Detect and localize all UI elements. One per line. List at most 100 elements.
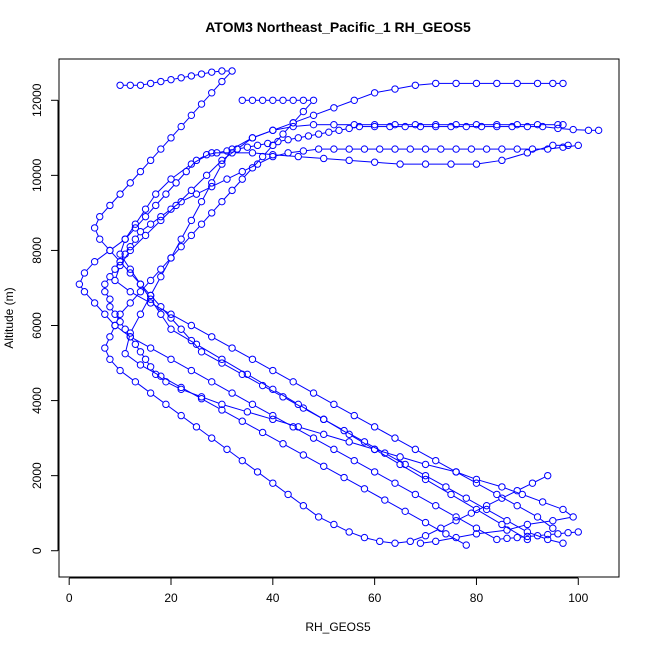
- data-point: [564, 141, 572, 150]
- y-tick-label: 4000: [30, 387, 44, 414]
- data-point: [544, 145, 552, 153]
- series-line-segment: [193, 371, 210, 381]
- series-line-segment: [199, 155, 205, 160]
- series-line-segment: [479, 529, 504, 534]
- series-line-segment: [352, 160, 372, 163]
- data-point: [116, 250, 124, 258]
- data-point: [472, 479, 481, 487]
- series-line-segment: [489, 510, 505, 520]
- series-line-segment: [121, 305, 129, 313]
- series-line-segment: [504, 487, 520, 494]
- data-point: [472, 120, 481, 129]
- series-line-segment: [438, 461, 454, 471]
- data-point: [482, 145, 491, 153]
- data-point: [386, 122, 394, 131]
- data-point: [223, 147, 231, 155]
- data-point: [401, 122, 409, 131]
- data-point: [421, 160, 430, 168]
- series-line-segment: [423, 541, 433, 544]
- data-point: [498, 145, 506, 153]
- series-line-segment: [111, 252, 119, 260]
- series-line-segment: [233, 181, 241, 189]
- series-line-segment: [453, 495, 474, 509]
- data-point: [299, 501, 308, 510]
- data-point: [146, 389, 155, 397]
- series-line-segment: [146, 196, 155, 207]
- data-point: [538, 122, 547, 131]
- series-line-segment: [95, 219, 99, 226]
- series-line-segment: [204, 399, 220, 409]
- series-line-segment: [291, 137, 296, 140]
- data-point: [136, 167, 145, 176]
- data-point: [238, 167, 246, 176]
- series-line-segment: [182, 237, 190, 245]
- data-point: [452, 79, 460, 88]
- data-point: [136, 81, 145, 89]
- series-line-segment: [295, 427, 311, 438]
- data-point: [269, 96, 277, 104]
- data-point: [396, 453, 404, 461]
- series-line-segment: [132, 173, 139, 181]
- chart-title: ATOM3 Northeast_Pacific_1 RH_GEOS5: [205, 19, 471, 35]
- series-line-segment: [478, 510, 500, 524]
- series-line-segment: [382, 541, 392, 544]
- series-line-segment: [336, 405, 352, 415]
- data-point: [503, 516, 511, 525]
- data-point: [406, 145, 414, 153]
- series-line-segment: [188, 162, 195, 170]
- data-point: [493, 122, 501, 131]
- data-point: [309, 434, 318, 442]
- data-point: [309, 111, 318, 120]
- series-line-segment: [173, 330, 194, 344]
- series-line-segment: [274, 136, 282, 144]
- data-point: [370, 89, 379, 97]
- data-point: [299, 451, 308, 459]
- series-line-segment: [219, 151, 224, 153]
- series-line-segment: [519, 484, 530, 490]
- data-point: [136, 288, 145, 296]
- data-point: [208, 378, 216, 386]
- series-line-segment: [223, 192, 231, 200]
- data-point: [269, 141, 277, 150]
- data-point: [162, 190, 170, 198]
- data-point: [90, 257, 99, 266]
- data-point: [106, 246, 114, 255]
- series-line-segment: [204, 352, 220, 362]
- series-line-segment: [275, 371, 291, 381]
- data-point: [101, 288, 109, 296]
- series-line-segment: [407, 512, 423, 522]
- data-point: [167, 325, 175, 333]
- series-line-segment: [163, 79, 168, 82]
- series-line-segment: [214, 180, 225, 186]
- data-point: [238, 417, 246, 425]
- series-line-segment: [458, 472, 474, 479]
- series-line-segment: [178, 192, 190, 204]
- series-line-segment: [142, 225, 149, 231]
- data-point: [279, 440, 287, 448]
- data-point: [223, 445, 231, 454]
- series-line-segment: [105, 350, 110, 357]
- data-point: [376, 537, 384, 546]
- data-point: [279, 393, 287, 401]
- data-point: [330, 145, 338, 153]
- data-point: [284, 490, 292, 499]
- series-line-segment: [199, 187, 210, 194]
- data-point: [116, 366, 124, 375]
- data-point: [299, 107, 308, 116]
- data-point: [549, 79, 557, 88]
- series-line-segment: [117, 327, 128, 336]
- data-point: [274, 137, 282, 146]
- data-point: [340, 426, 348, 435]
- series-line-segment: [168, 405, 179, 415]
- data-point: [391, 434, 399, 442]
- data-point: [90, 299, 99, 307]
- data-point: [569, 125, 577, 134]
- data-point: [146, 344, 155, 352]
- data-point: [370, 158, 379, 166]
- series-line-segment: [259, 473, 271, 482]
- data-point: [243, 143, 252, 151]
- series-line-segment: [504, 525, 525, 539]
- series-line-segment: [234, 394, 250, 404]
- series-line-segment: [326, 434, 347, 442]
- data-point: [228, 186, 236, 195]
